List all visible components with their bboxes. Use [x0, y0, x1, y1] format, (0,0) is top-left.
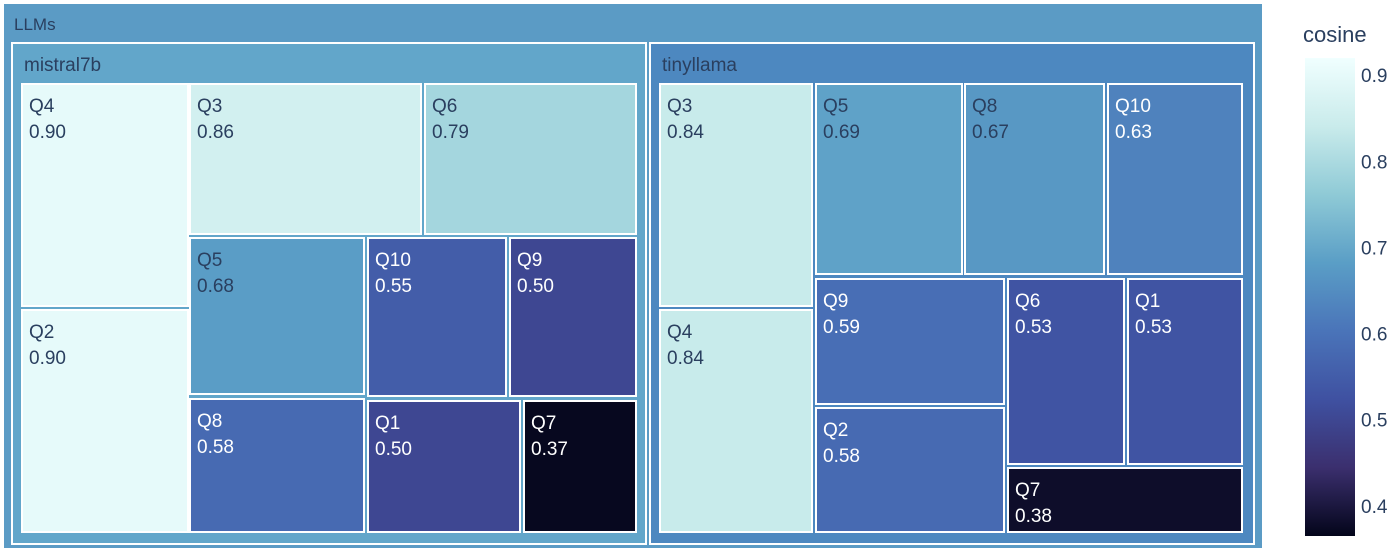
tile-rect[interactable]	[424, 83, 637, 235]
colorbar-tick: 0.4	[1361, 497, 1388, 518]
tile-label: Q4	[29, 96, 55, 117]
tile-value: 0.90	[29, 348, 66, 369]
tile-rect[interactable]	[815, 83, 963, 275]
tile-value: 0.38	[1015, 506, 1052, 527]
tile-label: Q9	[517, 250, 542, 271]
colorbar-tick: 0.8	[1361, 152, 1387, 173]
tile-label: Q2	[823, 420, 848, 441]
tile-value: 0.68	[197, 276, 234, 297]
tile-rect[interactable]	[815, 407, 1005, 533]
tile-tinyllama-Q6[interactable]: Q6 0.53	[1007, 278, 1125, 465]
tile-tinyllama-Q10[interactable]: Q10 0.63	[1107, 83, 1243, 275]
tile-mistral7b-Q3[interactable]: Q3 0.86	[189, 83, 422, 235]
tile-value: 0.37	[531, 439, 568, 460]
tile-rect[interactable]	[367, 400, 521, 533]
tile-rect[interactable]	[509, 237, 637, 397]
tile-rect[interactable]	[21, 309, 189, 533]
tile-mistral7b-Q5[interactable]: Q5 0.68	[189, 237, 365, 395]
tile-label: Q8	[972, 96, 997, 117]
tile-label: Q3	[197, 96, 222, 117]
tile-mistral7b-Q7[interactable]: Q7 0.37	[523, 400, 637, 533]
tile-value: 0.58	[823, 446, 860, 467]
tile-rect[interactable]	[523, 400, 637, 533]
tile-rect[interactable]	[21, 83, 189, 307]
tile-mistral7b-Q10[interactable]: Q10 0.55	[367, 237, 507, 397]
tile-value: 0.90	[29, 122, 66, 143]
tile-value: 0.53	[1135, 317, 1172, 338]
colorbar-title: cosine	[1303, 22, 1367, 47]
tile-value: 0.67	[972, 122, 1009, 143]
tile-mistral7b-Q9[interactable]: Q9 0.50	[509, 237, 637, 397]
tile-mistral7b-Q8[interactable]: Q8 0.58	[189, 398, 365, 533]
tile-label: Q1	[375, 413, 400, 434]
tile-mistral7b-Q1[interactable]: Q1 0.50	[367, 400, 521, 533]
tile-mistral7b-Q4[interactable]: Q4 0.90	[21, 83, 189, 307]
tile-label: Q5	[823, 96, 848, 117]
tile-label: Q2	[29, 322, 54, 343]
tile-rect[interactable]	[189, 83, 422, 235]
tile-tinyllama-Q7[interactable]: Q7 0.38	[1007, 467, 1243, 533]
tile-label: Q10	[375, 250, 411, 271]
tile-label: Q7	[1015, 480, 1040, 501]
tile-rect[interactable]	[1007, 467, 1243, 533]
tile-label: Q8	[197, 411, 222, 432]
treemap-chart: LLMs mistral7b Q4 0.90 Q2 0.90 Q3 0.86 Q6 0.79 Q5 0…	[4, 4, 1262, 548]
tile-value: 0.84	[667, 122, 704, 143]
colorbar-tick: 0.5	[1361, 411, 1387, 432]
tile-tinyllama-Q5[interactable]: Q5 0.69	[815, 83, 963, 275]
parent-label-mistral7b: mistral7b	[24, 55, 101, 76]
tile-label: Q4	[667, 322, 693, 343]
tile-label: Q6	[432, 96, 457, 117]
tile-value: 0.55	[375, 276, 412, 297]
tile-rect[interactable]	[189, 398, 365, 533]
tile-value: 0.58	[197, 437, 234, 458]
tile-rect[interactable]	[1107, 83, 1243, 275]
tile-tinyllama-Q1[interactable]: Q1 0.53	[1127, 278, 1243, 465]
colorbar-tick: 0.6	[1361, 325, 1387, 346]
tile-label: Q6	[1015, 291, 1040, 312]
colorbar-gradient	[1305, 58, 1355, 536]
tile-tinyllama-Q8[interactable]: Q8 0.67	[964, 83, 1105, 275]
tile-value: 0.50	[375, 439, 412, 460]
colorbar-tick: 0.7	[1361, 238, 1387, 259]
tile-value: 0.53	[1015, 317, 1052, 338]
tile-label: Q9	[823, 291, 848, 312]
tile-rect[interactable]	[815, 278, 1005, 405]
tile-tinyllama-Q4[interactable]: Q4 0.84	[659, 309, 813, 533]
tile-rect[interactable]	[1007, 278, 1125, 465]
tile-value: 0.86	[197, 122, 234, 143]
tile-rect[interactable]	[659, 83, 813, 307]
tile-mistral7b-Q6[interactable]: Q6 0.79	[424, 83, 637, 235]
tile-label: Q5	[197, 250, 222, 271]
parent-label-tinyllama: tinyllama	[662, 55, 737, 76]
tile-label: Q1	[1135, 291, 1160, 312]
tile-tinyllama-Q2[interactable]: Q2 0.58	[815, 407, 1005, 533]
tile-mistral7b-Q2[interactable]: Q2 0.90	[21, 309, 189, 533]
tile-rect[interactable]	[964, 83, 1105, 275]
tile-rect[interactable]	[659, 309, 813, 533]
tile-label: Q3	[667, 96, 692, 117]
tile-rect[interactable]	[367, 237, 507, 397]
tile-tinyllama-Q3[interactable]: Q3 0.84	[659, 83, 813, 307]
tile-rect[interactable]	[1127, 278, 1243, 465]
tile-tinyllama-Q9[interactable]: Q9 0.59	[815, 278, 1005, 405]
colorbar-tick: 0.9	[1361, 66, 1387, 87]
tile-value: 0.84	[667, 348, 704, 369]
tile-value: 0.69	[823, 122, 860, 143]
tile-value: 0.79	[432, 122, 469, 143]
tile-label: Q7	[531, 413, 556, 434]
tile-rect[interactable]	[189, 237, 365, 395]
tile-value: 0.59	[823, 317, 860, 338]
root-label: LLMs	[14, 15, 56, 34]
tile-label: Q10	[1115, 96, 1151, 117]
tile-value: 0.63	[1115, 122, 1152, 143]
tile-value: 0.50	[517, 276, 554, 297]
